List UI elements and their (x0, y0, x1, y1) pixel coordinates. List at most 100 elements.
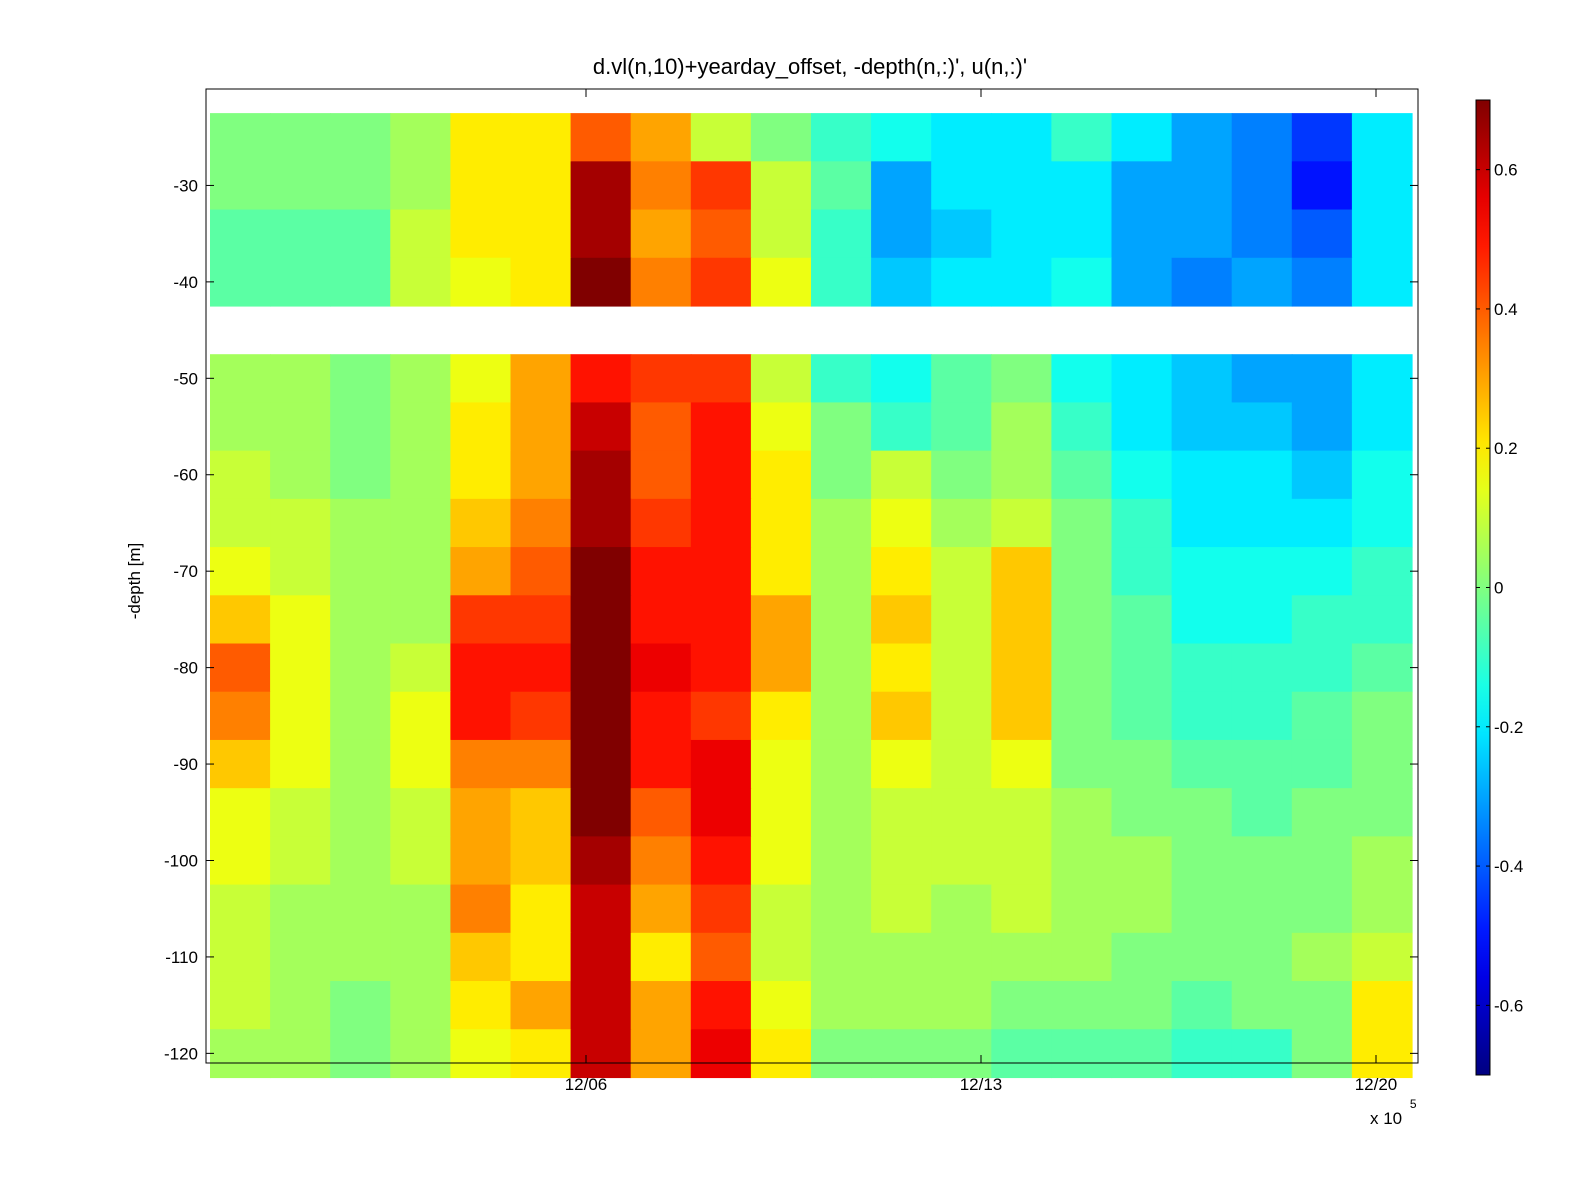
heatmap-cell (931, 981, 992, 1030)
heatmap-cell (330, 1029, 391, 1079)
heatmap-cell (811, 884, 872, 934)
heatmap-cell (991, 1029, 1052, 1079)
heatmap-cell (1051, 1029, 1113, 1079)
heatmap-cell (931, 498, 992, 548)
heatmap-cell (1231, 354, 1293, 404)
heatmap-cell (1171, 257, 1233, 307)
heatmap-cell (1291, 161, 1353, 211)
heatmap-cell (1111, 113, 1173, 162)
heatmap-cell (1351, 113, 1413, 162)
heatmap-cell (1111, 161, 1173, 211)
y-tick-label: -100 (164, 851, 198, 870)
heatmap-cell (991, 739, 1052, 789)
heatmap-cell (1231, 643, 1293, 693)
heatmap-cell (630, 209, 692, 259)
heatmap-cell (1051, 788, 1113, 837)
heatmap-cell (1231, 739, 1293, 789)
heatmap-cell (1351, 643, 1413, 693)
heatmap-cell (450, 643, 512, 693)
heatmap-cell (270, 836, 331, 886)
heatmap-cell (450, 354, 512, 404)
heatmap-cell (1231, 547, 1293, 596)
heatmap-cell (811, 498, 872, 548)
heatmap-cell (1111, 643, 1173, 693)
heatmap-cell (1291, 788, 1353, 837)
heatmap-cell (630, 161, 692, 211)
heatmap-cell (450, 691, 512, 741)
heatmap-cell (931, 209, 992, 259)
heatmap-cell (1231, 932, 1293, 982)
y-axis-label: -depth [m] (125, 543, 144, 620)
heatmap-cell (1231, 498, 1293, 548)
heatmap-cell (750, 450, 812, 500)
heatmap-cell (991, 884, 1052, 934)
heatmap-cell (330, 402, 391, 452)
heatmap-cell (390, 450, 451, 500)
heatmap-cell (1051, 643, 1113, 693)
chart-title: d.vl(n,10)+yearday_offset, -depth(n,:)',… (593, 54, 1027, 79)
heatmap-cell (1351, 450, 1413, 500)
heatmap-cell (390, 257, 451, 307)
x-tick-label: 12/20 (1355, 1075, 1398, 1094)
heatmap-cell (991, 595, 1052, 645)
heatmap-cell (1291, 498, 1353, 548)
y-tick-label: -80 (173, 659, 198, 678)
heatmap-cell (1111, 547, 1173, 596)
heatmap-cell (750, 161, 812, 211)
heatmap-cell (570, 691, 632, 741)
heatmap-cell (330, 498, 391, 548)
heatmap-cell (330, 354, 391, 404)
y-tick-label: -50 (173, 369, 198, 388)
heatmap-cell (1351, 1029, 1413, 1079)
heatmap-cell (270, 209, 331, 259)
heatmap-cell (510, 161, 572, 211)
heatmap-cell (270, 884, 331, 934)
heatmap-cell (450, 739, 512, 789)
heatmap-cell (210, 354, 271, 404)
heatmap-cell (1171, 161, 1233, 211)
heatmap-cell (750, 739, 812, 789)
heatmap-cell (390, 643, 451, 693)
heatmap-cell (1111, 209, 1173, 259)
heatmap-cell (931, 402, 992, 452)
heatmap-cell (1231, 884, 1293, 934)
heatmap-cell (1231, 1029, 1293, 1079)
heatmap-cell (390, 498, 451, 548)
heatmap-cell (210, 161, 271, 211)
heatmap-cell (1291, 691, 1353, 741)
heatmap-cell (1351, 739, 1413, 789)
heatmap-cell (811, 595, 872, 645)
y-tick-label: -40 (173, 273, 198, 292)
heatmap-cell (1111, 257, 1173, 307)
colorbar-tick-label: 0.2 (1494, 439, 1518, 458)
heatmap-cell (390, 354, 451, 404)
heatmap-cell (330, 932, 391, 982)
heatmap-cell (1111, 354, 1173, 404)
heatmap-cell (1231, 161, 1293, 211)
heatmap-cell (811, 788, 872, 837)
heatmap-cell (871, 884, 932, 934)
heatmap-cell (690, 113, 752, 162)
heatmap-cell (510, 113, 572, 162)
heatmap-cell (931, 161, 992, 211)
heatmap-cell (1291, 739, 1353, 789)
heatmap-cell (1291, 402, 1353, 452)
heatmap-cell (750, 643, 812, 693)
y-tick-label: -60 (173, 466, 198, 485)
heatmap-cell (390, 595, 451, 645)
heatmap-cell (1291, 450, 1353, 500)
heatmap-cell (510, 981, 572, 1030)
heatmap-cell (450, 932, 512, 982)
heatmap-cell (270, 498, 331, 548)
heatmap-cell (330, 113, 391, 162)
heatmap-cell (1351, 691, 1413, 741)
heatmap-cell (390, 739, 451, 789)
heatmap-cell (871, 643, 932, 693)
heatmap-cell (270, 450, 331, 500)
heatmap-cell (270, 547, 331, 596)
heatmap-cell (570, 739, 632, 789)
heatmap-cell (1231, 209, 1293, 259)
heatmap-cell (270, 595, 331, 645)
heatmap-cell (811, 257, 872, 307)
heatmap-cell (1171, 547, 1233, 596)
